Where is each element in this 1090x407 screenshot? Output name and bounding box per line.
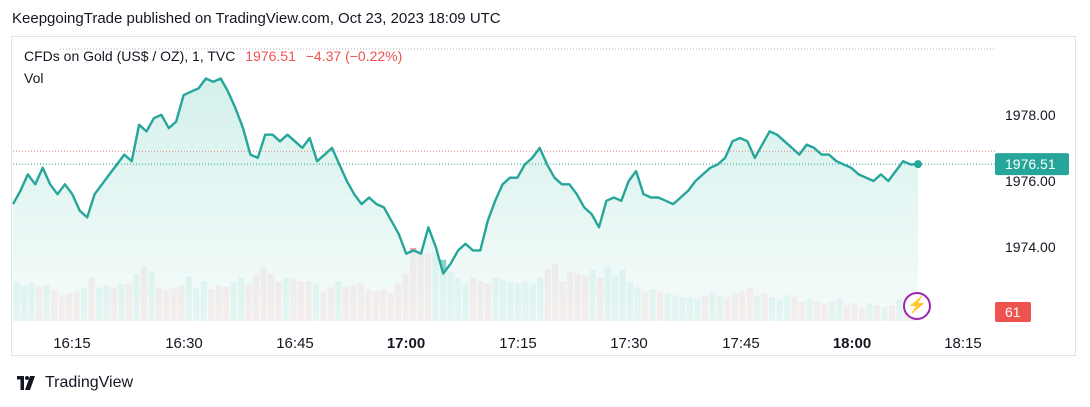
x-tick-label: 16:30 bbox=[165, 335, 203, 352]
last-price-badge bbox=[995, 153, 1069, 176]
price-area-fill bbox=[13, 78, 918, 321]
x-tick-label: 18:15 bbox=[944, 335, 982, 352]
volume-badge bbox=[995, 302, 1031, 322]
lightning-icon[interactable]: ⚡ bbox=[903, 292, 931, 320]
last-price-value: 1976.51 bbox=[245, 48, 296, 64]
price-change-value: −4.37 (−0.22%) bbox=[305, 48, 403, 64]
y-tick-label: 1974.00 bbox=[1005, 239, 1056, 255]
y-tick-label: 1976.00 bbox=[1005, 173, 1056, 189]
x-tick-label: 16:15 bbox=[53, 335, 91, 352]
tradingview-logo-icon bbox=[17, 376, 35, 390]
footer-brand: TradingView bbox=[45, 374, 134, 391]
chart-frame bbox=[11, 36, 1076, 356]
x-tick-label: 17:45 bbox=[722, 335, 760, 352]
x-tick-label: 16:45 bbox=[276, 335, 314, 352]
last-price-dot bbox=[914, 160, 922, 169]
tradingview-footer[interactable]: TradingView bbox=[13, 374, 133, 392]
x-tick-label: 17:00 bbox=[387, 335, 425, 352]
volume-badge-label: 61 bbox=[1005, 304, 1021, 320]
price-line bbox=[11, 77, 919, 275]
last-price-badge-label: 1976.51 bbox=[1005, 156, 1056, 172]
symbol-title[interactable]: CFDs on Gold (US$ / OZ), 1, TVC bbox=[24, 48, 236, 64]
x-tick-label: 17:30 bbox=[610, 335, 648, 352]
y-tick-label: 1978.00 bbox=[1005, 107, 1056, 123]
x-tick-label: 17:15 bbox=[499, 335, 537, 352]
chart-legend: CFDs on Gold (US$ / OZ), 1, TVC 1976.51 … bbox=[24, 48, 402, 64]
x-tick-label: 18:00 bbox=[833, 335, 871, 352]
volume-legend-label[interactable]: Vol bbox=[24, 70, 44, 86]
publisher-caption: KeepgoingTrade published on TradingView.… bbox=[12, 10, 501, 27]
